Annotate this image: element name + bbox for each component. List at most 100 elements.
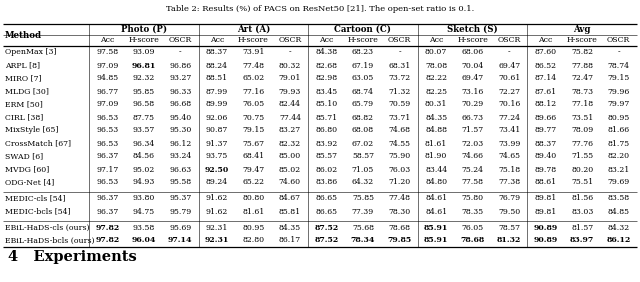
Text: 92.06: 92.06 [205, 113, 228, 122]
Text: 87.60: 87.60 [534, 49, 557, 56]
Text: 81.57: 81.57 [571, 224, 593, 232]
Text: 93.58: 93.58 [132, 224, 155, 232]
Text: 96.77: 96.77 [96, 87, 118, 96]
Text: 67.02: 67.02 [352, 140, 374, 147]
Text: 71.55: 71.55 [571, 153, 593, 160]
Text: 83.58: 83.58 [607, 195, 630, 202]
Text: 75.85: 75.85 [352, 195, 374, 202]
Text: 70.04: 70.04 [461, 61, 484, 69]
Text: 91.62: 91.62 [205, 195, 228, 202]
Text: 73.99: 73.99 [498, 140, 520, 147]
Text: 79.15: 79.15 [607, 74, 630, 83]
Text: 67.19: 67.19 [352, 61, 374, 69]
Text: 96.53: 96.53 [96, 179, 118, 186]
Text: OSCR: OSCR [497, 36, 521, 45]
Text: MLDG [30]: MLDG [30] [5, 87, 49, 96]
Text: 71.57: 71.57 [461, 127, 484, 135]
Text: OSCR: OSCR [607, 36, 630, 45]
Text: 79.50: 79.50 [498, 208, 520, 215]
Text: 83.44: 83.44 [425, 166, 447, 173]
Text: 81.56: 81.56 [571, 195, 593, 202]
Text: 80.31: 80.31 [425, 100, 447, 109]
Text: -: - [289, 49, 291, 56]
Text: 86.52: 86.52 [534, 61, 557, 69]
Text: 80.32: 80.32 [279, 61, 301, 69]
Text: 71.20: 71.20 [388, 179, 411, 186]
Text: 96.33: 96.33 [169, 87, 191, 96]
Text: SWAD [6]: SWAD [6] [5, 153, 43, 160]
Text: 94.75: 94.75 [132, 208, 155, 215]
Text: 96.37: 96.37 [96, 153, 118, 160]
Text: OSCR: OSCR [169, 36, 192, 45]
Text: 78.35: 78.35 [461, 208, 484, 215]
Text: 70.29: 70.29 [461, 100, 484, 109]
Text: 97.82: 97.82 [95, 224, 120, 232]
Text: 84.67: 84.67 [279, 195, 301, 202]
Text: 96.37: 96.37 [96, 195, 118, 202]
Text: H-score: H-score [348, 36, 378, 45]
Text: 74.60: 74.60 [279, 179, 301, 186]
Text: 84.80: 84.80 [425, 179, 447, 186]
Text: 89.77: 89.77 [534, 127, 557, 135]
Text: 75.51: 75.51 [571, 179, 593, 186]
Text: 86.65: 86.65 [316, 195, 337, 202]
Text: 83.45: 83.45 [316, 87, 337, 96]
Text: 82.80: 82.80 [243, 237, 264, 244]
Text: 74.68: 74.68 [388, 127, 410, 135]
Text: 84.61: 84.61 [425, 208, 447, 215]
Text: 87.52: 87.52 [314, 237, 339, 244]
Text: 77.18: 77.18 [571, 100, 593, 109]
Text: Avg: Avg [573, 25, 591, 34]
Text: 97.09: 97.09 [96, 100, 118, 109]
Text: 93.09: 93.09 [132, 49, 155, 56]
Text: -: - [618, 49, 620, 56]
Text: 96.04: 96.04 [132, 237, 156, 244]
Text: 91.37: 91.37 [205, 140, 228, 147]
Text: 94.93: 94.93 [132, 179, 155, 186]
Text: 82.20: 82.20 [607, 153, 630, 160]
Text: 73.41: 73.41 [498, 127, 520, 135]
Text: 92.31: 92.31 [205, 224, 228, 232]
Text: 72.27: 72.27 [498, 87, 520, 96]
Text: H-score: H-score [457, 36, 488, 45]
Text: 95.37: 95.37 [169, 195, 191, 202]
Text: 72.47: 72.47 [571, 74, 593, 83]
Text: Acc: Acc [319, 36, 333, 45]
Text: H-score: H-score [238, 36, 269, 45]
Text: 84.32: 84.32 [607, 224, 630, 232]
Text: 82.25: 82.25 [425, 87, 447, 96]
Text: Acc: Acc [100, 36, 115, 45]
Text: 65.79: 65.79 [352, 100, 374, 109]
Text: 89.81: 89.81 [534, 208, 557, 215]
Text: 96.86: 96.86 [169, 61, 191, 69]
Text: MEDIC-cls [54]: MEDIC-cls [54] [5, 195, 65, 202]
Text: 83.86: 83.86 [316, 179, 337, 186]
Text: 78.57: 78.57 [498, 224, 520, 232]
Text: 72.03: 72.03 [461, 140, 484, 147]
Text: Cartoon (C): Cartoon (C) [335, 25, 392, 34]
Text: 4   Experiments: 4 Experiments [8, 250, 137, 264]
Text: 88.12: 88.12 [534, 100, 557, 109]
Text: MEDIC-bcls [54]: MEDIC-bcls [54] [5, 208, 70, 215]
Text: 79.47: 79.47 [243, 166, 264, 173]
Text: 73.16: 73.16 [461, 87, 484, 96]
Text: OSCR: OSCR [388, 36, 411, 45]
Text: 85.71: 85.71 [316, 113, 337, 122]
Text: 97.17: 97.17 [96, 166, 118, 173]
Text: 68.74: 68.74 [352, 87, 374, 96]
Text: 77.16: 77.16 [243, 87, 264, 96]
Text: 88.61: 88.61 [534, 179, 557, 186]
Text: 81.66: 81.66 [607, 127, 630, 135]
Text: 75.82: 75.82 [571, 49, 593, 56]
Text: 86.02: 86.02 [316, 166, 337, 173]
Text: 77.76: 77.76 [571, 140, 593, 147]
Text: 77.88: 77.88 [571, 61, 593, 69]
Text: 75.90: 75.90 [388, 153, 411, 160]
Text: Acc: Acc [429, 36, 444, 45]
Text: 92.31: 92.31 [205, 237, 229, 244]
Text: Photo (P): Photo (P) [121, 25, 167, 34]
Text: 96.37: 96.37 [96, 208, 118, 215]
Text: 92.50: 92.50 [205, 166, 229, 173]
Text: 96.53: 96.53 [96, 140, 118, 147]
Text: 71.05: 71.05 [352, 166, 374, 173]
